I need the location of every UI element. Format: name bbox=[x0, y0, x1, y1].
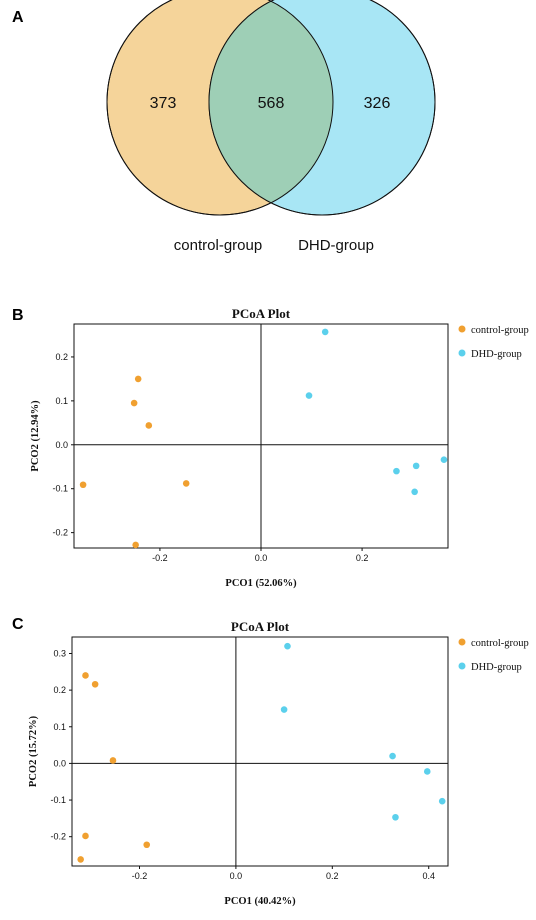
scatter-point-control bbox=[143, 841, 151, 849]
scatter-point-control bbox=[145, 422, 153, 429]
scatter-point-dhd bbox=[280, 706, 288, 713]
plot-frame bbox=[71, 636, 449, 867]
scatter-point-dhd bbox=[284, 642, 291, 650]
pcoa-plot-b: PCoA Plot -0.2 0.0 0.2 -0.2 -0.1 0.0 0.1 0.2 PCO1… bbox=[30, 306, 529, 589]
venn-count-intersection: 568 bbox=[258, 95, 285, 112]
panel-label-a: A bbox=[12, 9, 24, 26]
scatter-point-dhd bbox=[412, 462, 420, 470]
scatter-point-dhd bbox=[305, 392, 313, 399]
x-tick-label: -0.2 bbox=[132, 871, 148, 881]
y-axis-label: PCO2 (15.72%) bbox=[28, 715, 39, 787]
y-tick-label: 0.0 bbox=[55, 440, 68, 450]
scatter-point-control bbox=[77, 856, 84, 863]
panel-label-b: B bbox=[12, 307, 24, 324]
y-tick-label: 0.0 bbox=[53, 758, 66, 768]
y-tick-label: -0.1 bbox=[50, 795, 66, 805]
panel-label-c: C bbox=[12, 616, 24, 633]
legend-marker bbox=[458, 349, 466, 357]
scatter-point-control bbox=[132, 541, 139, 549]
venn-intersection bbox=[208, 1, 333, 203]
legend-label: DHD-group bbox=[471, 662, 522, 673]
scatter-point-dhd bbox=[411, 488, 418, 496]
x-tick-label: 0.0 bbox=[230, 871, 243, 881]
x-axis-label: PCO1 (40.42%) bbox=[224, 896, 296, 907]
plot-title: PCoA Plot bbox=[231, 619, 290, 634]
x-tick-label: 0.2 bbox=[356, 553, 369, 563]
legend-marker bbox=[458, 325, 466, 333]
y-tick-label: -0.2 bbox=[52, 528, 68, 538]
x-tick-label: 0.2 bbox=[326, 871, 339, 881]
scatter-point-control bbox=[82, 672, 89, 679]
y-tick-label: -0.2 bbox=[50, 832, 66, 842]
scatter-point-dhd bbox=[393, 467, 400, 475]
plot-title: PCoA Plot bbox=[232, 306, 291, 321]
scatter-point-control bbox=[130, 399, 138, 407]
scatter-point-dhd bbox=[440, 456, 448, 464]
scatter-point-dhd bbox=[392, 813, 399, 821]
x-tick-label: 0.4 bbox=[422, 871, 435, 881]
y-tick-label: 0.1 bbox=[53, 722, 66, 732]
venn-count-control-only: 373 bbox=[150, 95, 177, 112]
pcoa-plot-c: PCoA Plot -0.2 0.0 0.2 0.4 -0.2 -0.1 0.0 0.1 0.2 0… bbox=[28, 619, 529, 907]
scatter-point-control bbox=[182, 480, 190, 487]
y-tick-label: 0.2 bbox=[55, 352, 68, 362]
scatter-point-control bbox=[79, 481, 87, 489]
y-tick-label: 0.3 bbox=[53, 648, 66, 658]
legend-marker bbox=[458, 638, 466, 646]
y-tick-label: 0.2 bbox=[53, 685, 66, 695]
y-tick-label: -0.1 bbox=[52, 484, 68, 494]
venn-label-dhd: DHD-group bbox=[298, 237, 374, 254]
scatter-point-dhd bbox=[321, 328, 329, 336]
x-tick-label: -0.2 bbox=[152, 553, 168, 563]
scatter-point-dhd bbox=[389, 752, 396, 760]
scatter-point-control bbox=[91, 680, 99, 688]
legend-marker bbox=[458, 662, 466, 670]
legend-label: control-group bbox=[471, 325, 529, 336]
venn-count-dhd-only: 326 bbox=[364, 95, 391, 112]
x-tick-label: 0.0 bbox=[255, 553, 268, 563]
y-tick-label: 0.1 bbox=[55, 396, 68, 406]
legend-label: control-group bbox=[471, 638, 529, 649]
scatter-point-control bbox=[109, 757, 117, 764]
legend-label: DHD-group bbox=[471, 349, 522, 360]
venn-diagram: 373 568 326 control-group DHD-group bbox=[106, 0, 436, 254]
scatter-point-control bbox=[134, 375, 142, 383]
venn-label-control: control-group bbox=[174, 237, 262, 254]
scatter-point-control bbox=[82, 832, 89, 840]
x-axis-label: PCO1 (52.06%) bbox=[225, 578, 297, 589]
y-axis-label: PCO2 (12.94%) bbox=[30, 400, 41, 472]
scatter-point-dhd bbox=[438, 797, 446, 805]
scatter-point-dhd bbox=[423, 768, 431, 775]
